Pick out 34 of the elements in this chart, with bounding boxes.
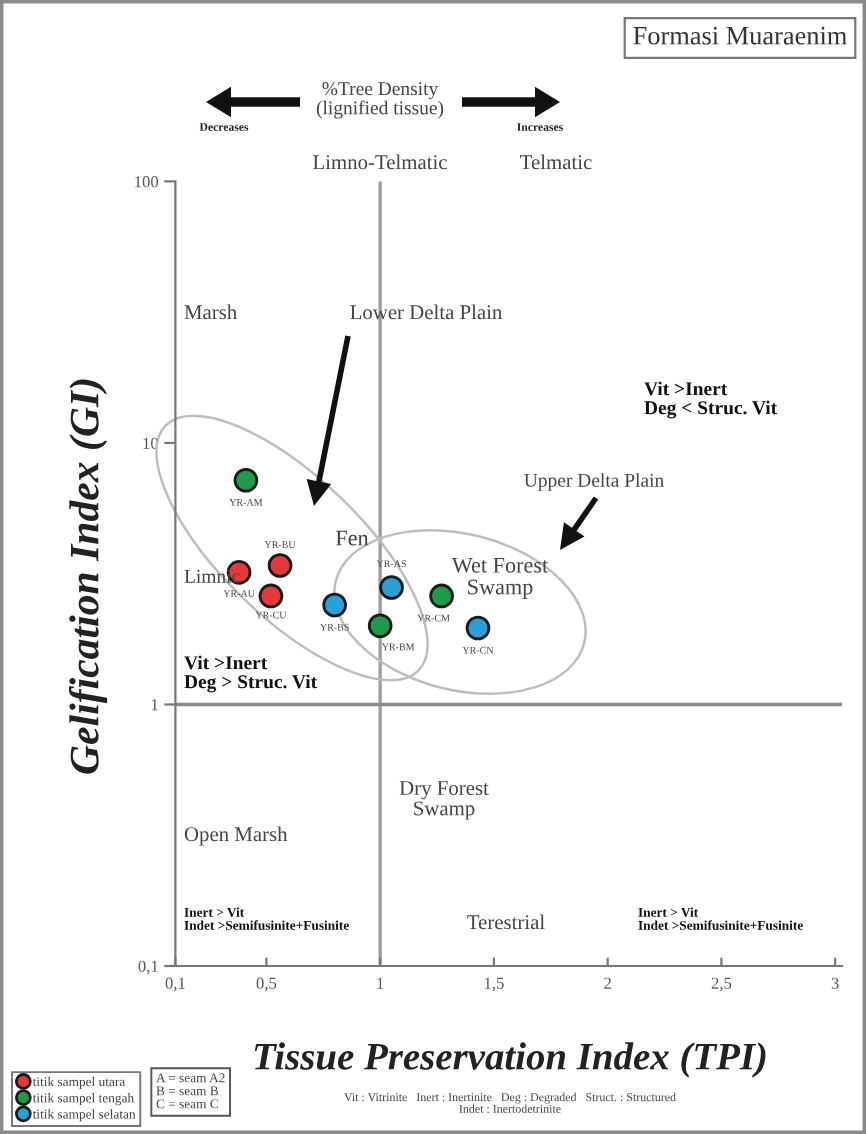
x-tick-label: 0,5 [256,977,277,992]
x-tick-label: 1,5 [484,977,504,992]
annotation: Wet Forest Swamp [451,557,549,599]
y-axis-title: Gelification Index (GI) [68,379,108,774]
annotation: Open Marsh [184,826,288,846]
text: Limno-Telmatic [313,154,447,170]
point [322,592,347,618]
x-axis-title: Tissue Preservation Index (TPI) [254,1042,766,1078]
x-tick-label: 2,5 [711,977,732,992]
text: %Tree Density (lignified tissue) [316,82,444,119]
chart-title: Formasi Muaraenim [633,26,847,45]
point [233,467,259,493]
x-tick-label: 0,1 [165,977,185,992]
annotation: Dry Forest Swamp [399,781,489,820]
y-tick-label: 100 [135,176,159,188]
annotation: Upper Delta Plain [524,473,664,491]
annotation: Vit >Inert Deg > Struc. Vit [184,655,318,693]
annotation: Vit >Inert Deg < Struc. Vit [644,381,778,419]
y-tick-label: 1 [151,699,158,711]
point [258,583,284,609]
y-tick-label: 0,1 [138,960,158,975]
annotation: Lower Delta Plain [350,304,503,320]
point [429,583,454,609]
point [379,575,404,600]
x-tick-label: 2 [604,977,611,989]
point [267,553,293,578]
text: Telmatic [520,154,592,170]
annotation: Terestrial [467,914,545,930]
annotation: Marsh [184,304,237,320]
annotation: Fen [335,530,369,546]
point [465,615,491,641]
point [367,613,393,639]
x-tick-label: 3 [831,977,839,989]
x-tick-label: 1 [377,977,384,989]
